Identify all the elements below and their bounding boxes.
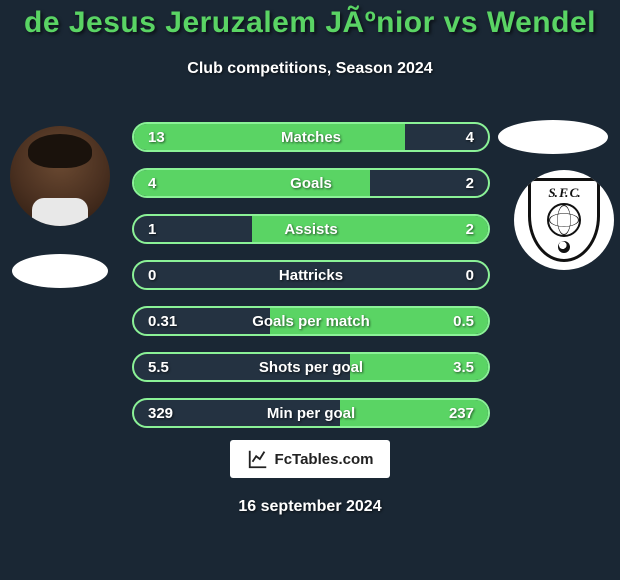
page-subtitle: Club competitions, Season 2024	[0, 60, 620, 78]
stat-right-value: 2	[466, 170, 474, 196]
player-head-icon	[10, 126, 110, 226]
stat-row: 0.310.5Goals per match	[132, 306, 490, 336]
stat-left-value: 5.5	[148, 354, 169, 380]
stat-right-value: 3.5	[453, 354, 474, 380]
chart-icon	[247, 448, 269, 470]
bar-fill-left	[134, 170, 370, 196]
brand-link[interactable]: FcTables.com	[230, 440, 390, 478]
stat-left-value: 13	[148, 124, 165, 150]
stat-row: 5.53.5Shots per goal	[132, 352, 490, 382]
bar-fill-left	[134, 124, 405, 150]
stat-right-value: 0.5	[453, 308, 474, 334]
stat-row: 00Hattricks	[132, 260, 490, 290]
stat-right-value: 2	[466, 216, 474, 242]
bar-fill-right	[311, 262, 488, 288]
stat-row: 12Assists	[132, 214, 490, 244]
stat-row: 42Goals	[132, 168, 490, 198]
club-right-badge: S. F. C.	[514, 170, 614, 270]
stat-left-value: 0.31	[148, 308, 177, 334]
stat-row: 134Matches	[132, 122, 490, 152]
stat-left-value: 4	[148, 170, 156, 196]
club-initials: S. F. C.	[548, 185, 579, 201]
football-icon	[558, 241, 570, 253]
club-left-ellipse	[12, 254, 108, 288]
stat-left-value: 329	[148, 400, 173, 426]
player-left-avatar	[10, 126, 110, 226]
stat-row: 329237Min per goal	[132, 398, 490, 428]
player-right-ellipse	[498, 120, 608, 154]
brand-text: FcTables.com	[275, 451, 374, 468]
club-badge-icon: S. F. C.	[514, 170, 614, 270]
bar-fill-right	[252, 216, 488, 242]
date-text: 16 september 2024	[0, 498, 620, 516]
stat-left-value: 1	[148, 216, 156, 242]
globe-icon	[547, 203, 581, 237]
bar-fill-left	[134, 262, 311, 288]
bar-fill-right	[405, 124, 488, 150]
comparison-bars: 134Matches42Goals12Assists00Hattricks0.3…	[132, 122, 490, 444]
stat-right-value: 237	[449, 400, 474, 426]
page-title: de Jesus Jeruzalem JÃºnior vs Wendel	[0, 6, 620, 40]
stat-right-value: 0	[466, 262, 474, 288]
stat-right-value: 4	[466, 124, 474, 150]
stat-left-value: 0	[148, 262, 156, 288]
